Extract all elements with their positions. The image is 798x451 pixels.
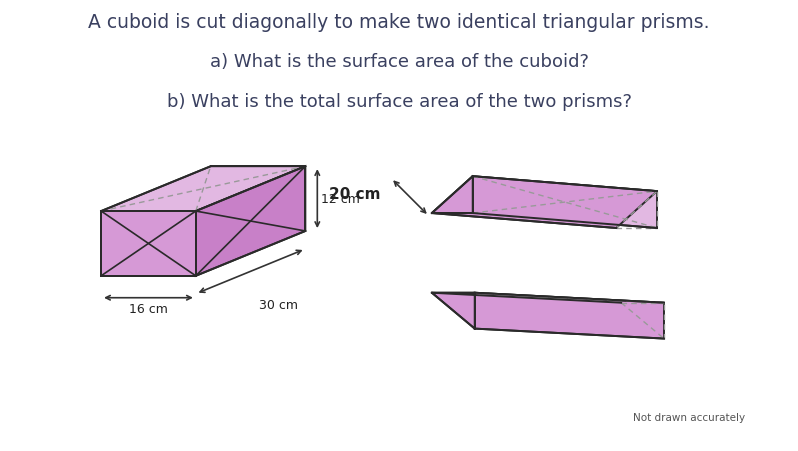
Polygon shape [432,177,472,214]
Text: a) What is the surface area of the cuboid?: a) What is the surface area of the cuboi… [210,53,588,70]
Text: Not drawn accurately: Not drawn accurately [633,412,745,422]
Text: 20 cm: 20 cm [329,186,380,201]
Text: 12 cm: 12 cm [322,193,360,206]
Polygon shape [472,177,657,229]
Polygon shape [432,177,657,229]
Text: A cuboid is cut diagonally to make two identical triangular prisms.: A cuboid is cut diagonally to make two i… [89,13,709,32]
Polygon shape [196,167,306,276]
Text: 16 cm: 16 cm [129,302,168,315]
Text: 30 cm: 30 cm [259,298,298,311]
Text: b) What is the total surface area of the two prisms?: b) What is the total surface area of the… [167,92,631,110]
Polygon shape [475,293,664,339]
Polygon shape [432,293,475,329]
Polygon shape [101,167,306,212]
Polygon shape [101,212,196,276]
Polygon shape [432,293,664,303]
